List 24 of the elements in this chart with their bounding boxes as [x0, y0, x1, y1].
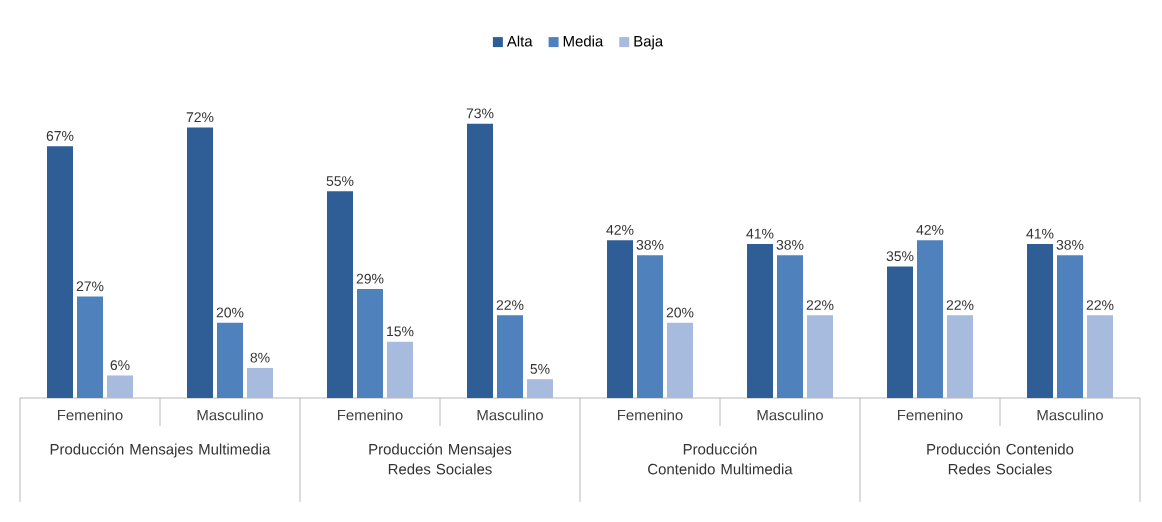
bar [247, 367, 273, 398]
bar [1057, 255, 1084, 398]
bar [917, 240, 944, 398]
bar [497, 315, 524, 398]
bar [327, 191, 353, 398]
bar [217, 322, 243, 398]
bar [607, 240, 634, 398]
bar [1087, 315, 1114, 398]
bar [1027, 243, 1054, 398]
bar [807, 315, 834, 398]
bar [107, 375, 133, 398]
bar [777, 255, 804, 398]
bar [77, 296, 103, 398]
bar [527, 379, 554, 398]
bar [467, 123, 493, 398]
bar [947, 315, 974, 398]
bar [747, 243, 774, 398]
bar [887, 266, 914, 398]
bar [187, 127, 213, 398]
bar [47, 146, 73, 398]
bar [387, 341, 413, 398]
bar [637, 255, 664, 398]
bar [667, 322, 694, 398]
bar [357, 289, 383, 398]
